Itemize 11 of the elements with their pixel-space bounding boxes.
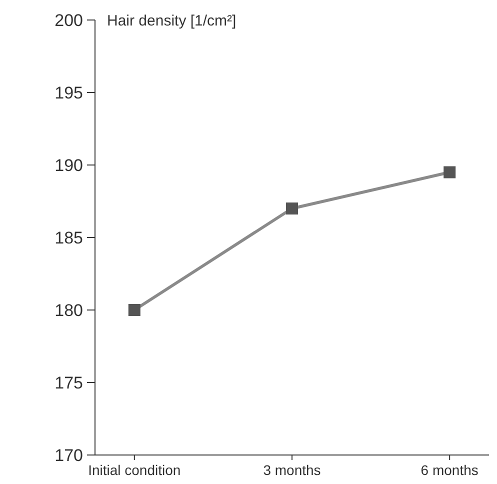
x-tick-label: Initial condition (88, 462, 181, 478)
x-tick-label: 6 months (420, 462, 478, 478)
x-tick-label: 3 months (263, 462, 321, 478)
y-tick-label: 175 (54, 373, 83, 392)
y-tick-label: 185 (54, 228, 83, 248)
y-tick-label: 190 (54, 156, 83, 175)
y-axis-title: Hair density [1/cm²] (107, 12, 236, 30)
y-tick-label: 200 (54, 10, 83, 30)
y-tick-label: 195 (54, 83, 83, 102)
y-tick-label: 180 (54, 300, 83, 320)
y-tick-label: 170 (54, 446, 83, 465)
